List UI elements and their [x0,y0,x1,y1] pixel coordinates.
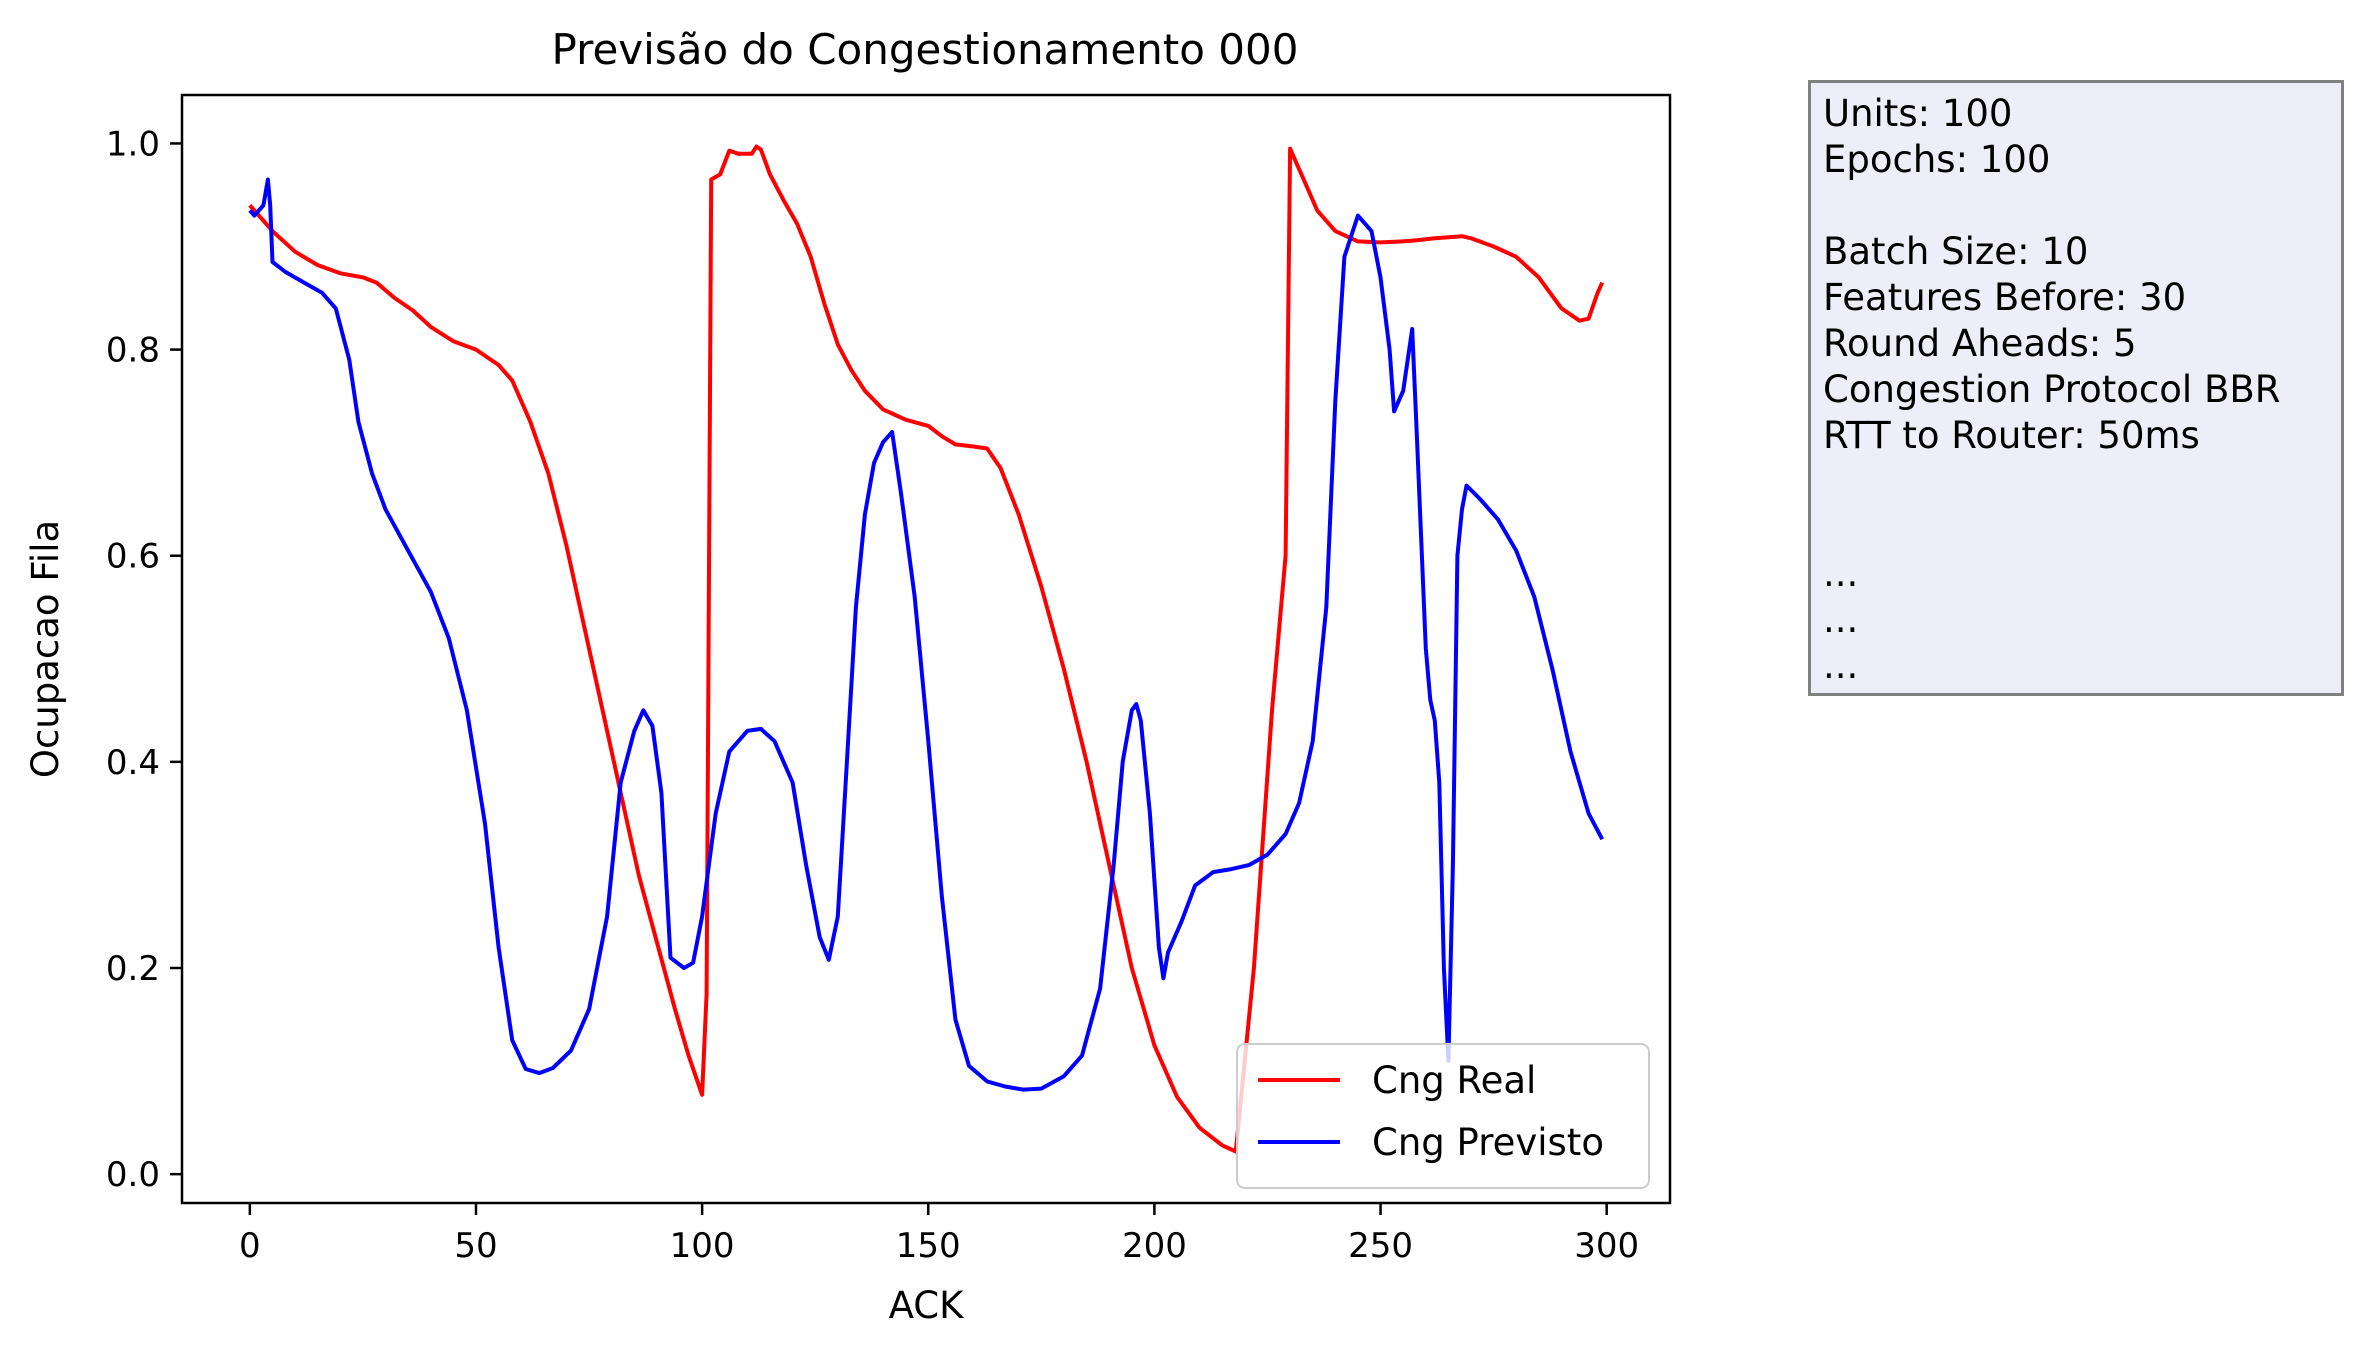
y-tick-label: 0.4 [106,743,160,783]
x-tick-label: 200 [1122,1226,1187,1266]
info-line-ellipsis: ... [1823,552,1859,595]
legend-label-cng-real: Cng Real [1372,1059,1536,1102]
chart-title: Previsão do Congestionamento 000 [552,25,1299,74]
y-tick-label: 0.8 [106,331,160,371]
x-tick-label: 250 [1348,1226,1413,1266]
x-axis-label: ACK [889,1284,965,1327]
info-line-rtt: RTT to Router: 50ms [1823,414,2200,457]
info-line-epochs: Epochs: 100 [1823,138,2051,181]
info-line-ellipsis: ... [1823,644,1859,687]
series-layer [248,144,1605,1154]
y-tick-label: 0.0 [106,1155,160,1195]
legend: Cng Real Cng Previsto [1236,1043,1650,1189]
x-tick-label: 300 [1574,1226,1639,1266]
plot-area-frame [180,93,1672,1205]
info-line-batch-size: Batch Size: 10 [1823,230,2089,273]
x-axis-ticks: 0 50 100 150 200 250 300 [239,1203,1639,1266]
series-line-cng-previsto [248,177,1604,1092]
y-tick-label: 0.2 [106,949,160,989]
info-line-units: Units: 100 [1823,92,2013,135]
info-line-features-before: Features Before: 30 [1823,276,2187,319]
info-line-blank [1823,505,2329,551]
info-line-round-aheads: Round Aheads: 5 [1823,322,2137,365]
info-line-blank [1823,459,2329,505]
y-axis-ticks: 0.0 0.2 0.4 0.6 0.8 1.0 [106,124,182,1195]
y-axis-label: Ocupacao Fila [24,520,67,778]
info-line-ellipsis: ... [1823,598,1859,641]
series-line-cng-real [248,144,1605,1154]
info-line-blank [1823,183,2329,229]
x-tick-label: 0 [239,1226,261,1266]
x-tick-label: 50 [454,1226,497,1266]
y-tick-label: 0.6 [106,537,160,577]
x-tick-label: 100 [670,1226,735,1266]
y-tick-label: 1.0 [106,124,160,164]
legend-label-cng-previsto: Cng Previsto [1372,1121,1604,1164]
x-tick-label: 150 [896,1226,961,1266]
info-line-congestion-protocol: Congestion Protocol BBR [1823,368,2281,411]
model-info-box: Units: 100 Epochs: 100 Batch Size: 10 Fe… [1808,80,2344,696]
